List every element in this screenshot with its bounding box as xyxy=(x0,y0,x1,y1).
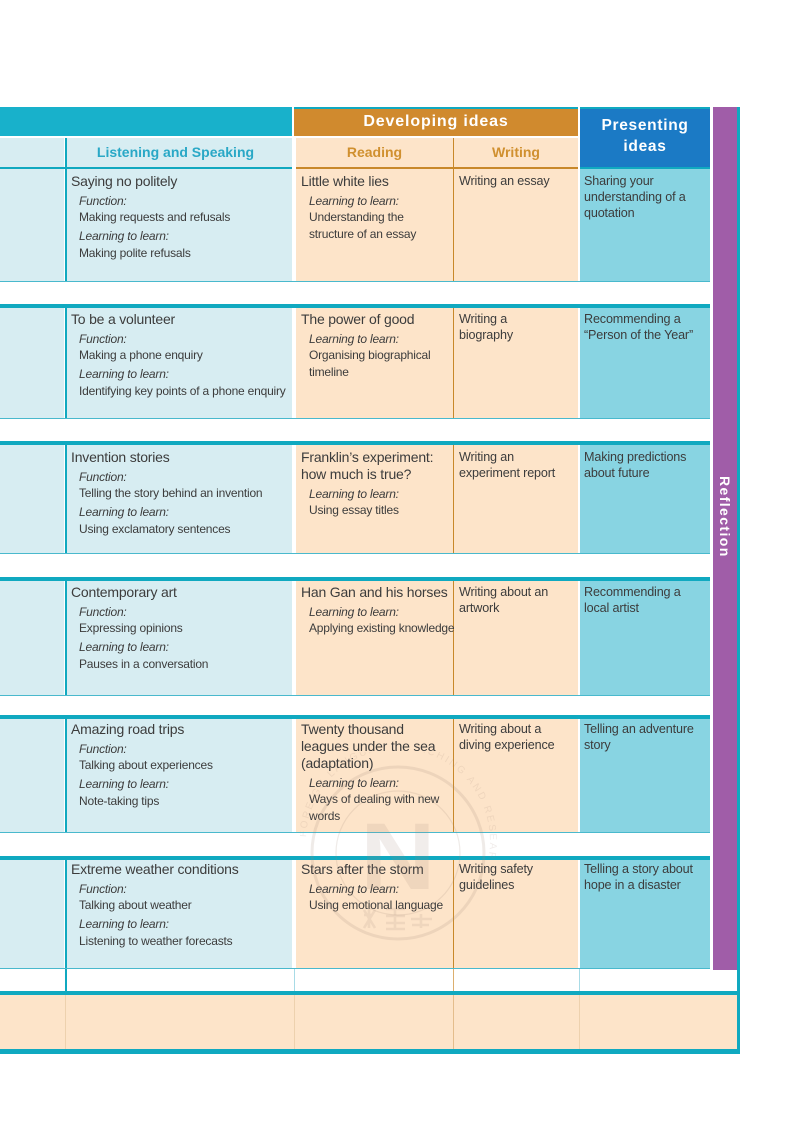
svg-text:N: N xyxy=(360,804,435,910)
